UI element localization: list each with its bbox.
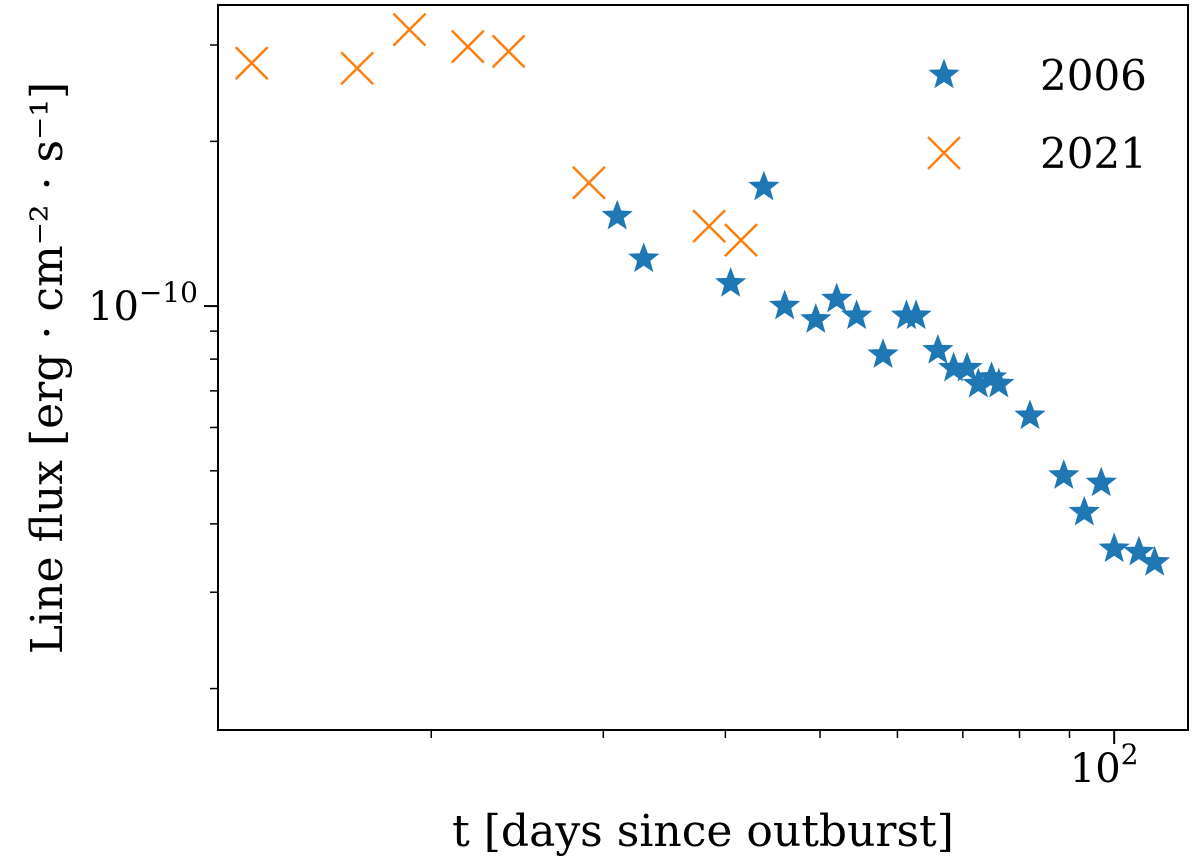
data-point-2006 [951,351,983,382]
x-marker-stroke [392,12,427,47]
data-point-2006 [1048,459,1080,489]
data-point-2006 [1014,399,1046,430]
data-point-2021 [692,209,727,244]
marks-layer [234,12,1171,576]
data-point-2006 [715,267,747,297]
x-marker-stroke [340,51,375,86]
data-point-2021 [450,29,485,64]
x-marker-stroke [927,136,961,170]
x-marker-stroke [692,209,727,244]
data-point-2006 [628,242,660,273]
data-point-2006 [1085,466,1117,497]
x-marker-stroke [491,34,526,69]
series-2006 [601,170,1171,576]
data-point-2006 [1123,535,1155,566]
data-point-2006 [867,338,899,368]
x-axis-label: t [days since outburst] [452,806,954,857]
y-axis-label: Line flux [erg · cm⁻² · s⁻¹] [22,82,73,654]
data-point-2021 [392,12,427,47]
data-point-2021 [724,223,758,257]
y-tick-label: 10−10 [88,276,198,330]
plot-frame [217,4,1189,731]
data-point-2006 [1098,532,1130,563]
x-marker-stroke [724,223,758,257]
data-point-2006 [769,289,801,320]
data-point-2006 [601,199,633,230]
data-point-2021 [491,34,526,69]
legend-marker-2006 [928,58,960,89]
data-point-2006 [821,282,853,313]
legend: 2006 2021 [927,51,1147,178]
x-marker-stroke [572,165,606,200]
data-point-2006 [900,299,932,330]
ticks-layer: 102 10−10 [88,44,1139,792]
series-2021 [234,12,758,257]
data-point-2006 [800,303,832,333]
x-marker-stroke [234,46,269,80]
data-point-2006 [841,299,873,330]
data-point-2006 [748,170,780,201]
legend-marker-2021 [927,136,961,170]
x-marker-stroke [450,29,485,64]
data-point-2006 [1068,495,1100,526]
legend-label-2021: 2021 [1040,129,1147,178]
data-point-2021 [234,46,269,80]
data-point-2021 [340,51,375,86]
data-point-2006 [983,367,1015,398]
x-tick-label: 102 [1070,738,1139,792]
legend-label-2006: 2006 [1040,51,1147,100]
data-point-2006 [922,333,954,364]
data-point-2006 [1139,546,1171,576]
data-point-2021 [572,165,606,200]
